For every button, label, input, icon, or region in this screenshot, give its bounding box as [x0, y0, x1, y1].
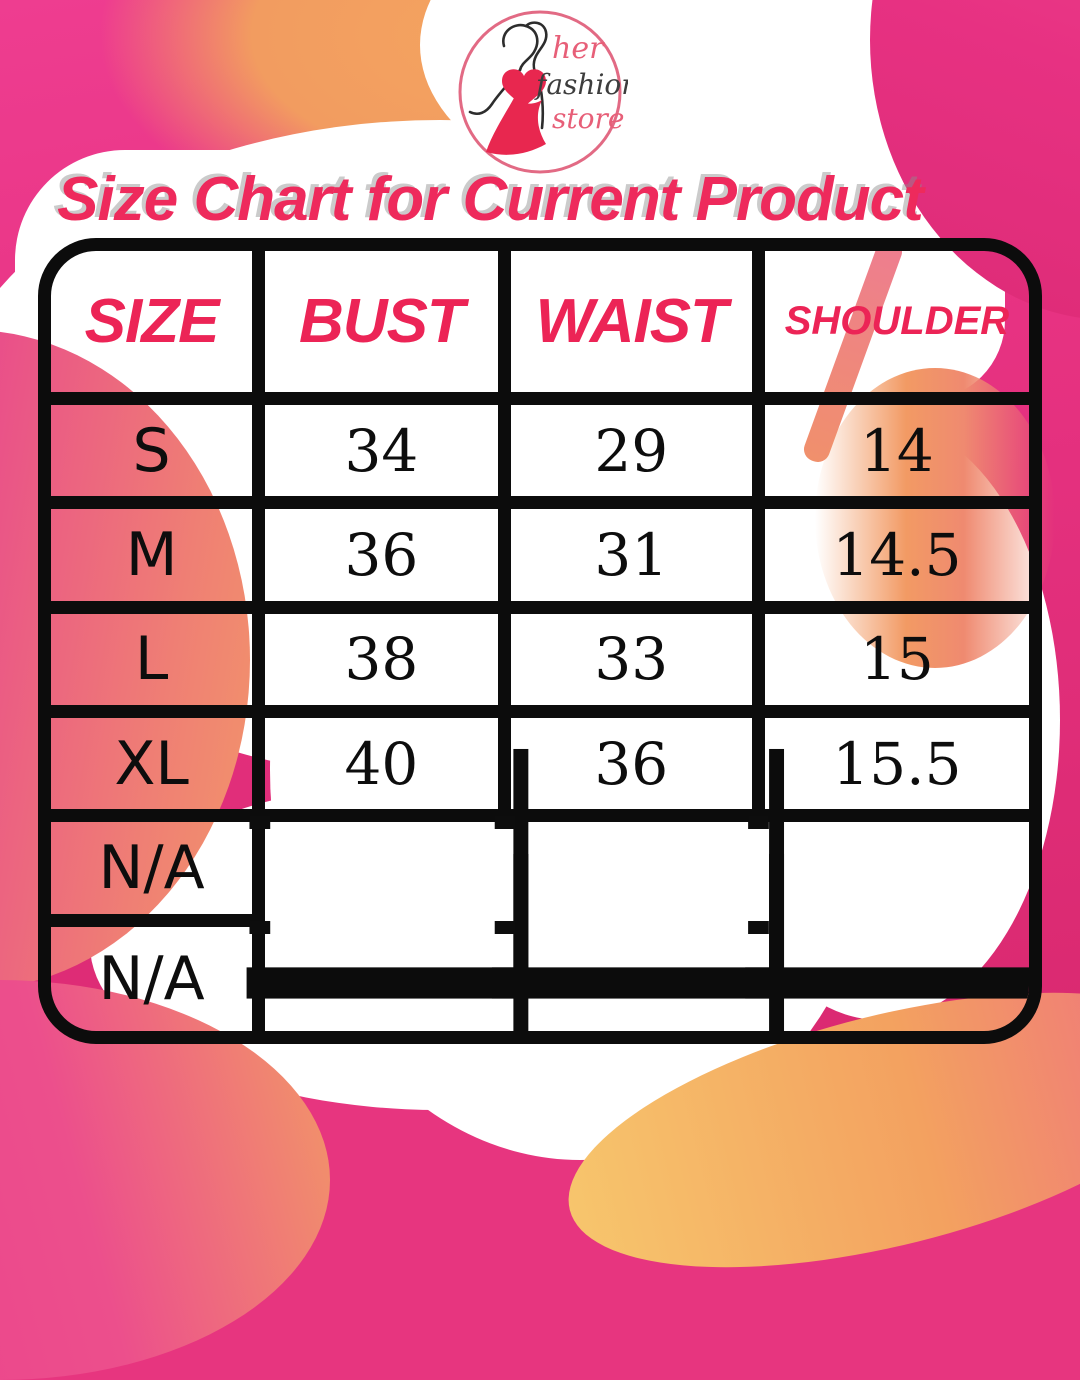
- row-s-bust: 34: [265, 405, 511, 510]
- row-m-waist: 31: [510, 509, 765, 614]
- row-m-size: M: [51, 509, 266, 614]
- column-header-bust: BUST: [265, 251, 511, 405]
- brand-logo-graphic: her fashion store: [458, 10, 639, 174]
- row-na1-size: N/A: [51, 822, 266, 927]
- column-header-waist: WAIST: [510, 251, 765, 405]
- logo-dress: [486, 69, 546, 155]
- column-header-size: SIZE: [51, 251, 266, 405]
- bg-blob-orange-right: [815, 368, 1055, 668]
- logo-wordmark: her fashion store: [534, 31, 639, 135]
- logo-word-her: her: [552, 31, 605, 66]
- brand-logo: her fashion store: [452, 6, 639, 178]
- row-l-size: L: [51, 613, 266, 718]
- row-na2-size: N/A: [51, 926, 266, 1031]
- row-na2-waist: –: [492, 853, 784, 1031]
- row-s-waist: 29: [510, 405, 765, 510]
- row-na2-shoulder: –: [745, 853, 772, 984]
- row-l-shoulder: 15: [764, 614, 1029, 718]
- row-na1-shoulder: –: [745, 749, 1029, 1000]
- row-xl-bust: 40: [265, 718, 511, 823]
- row-na1-waist: –: [491, 749, 784, 1000]
- row-s-shoulder: 14: [764, 405, 1029, 510]
- row-na2-bust: –: [247, 853, 530, 1031]
- row-l-bust: 38: [265, 613, 511, 718]
- size-chart-table: SIZE BUST WAIST SHOULDER S 34 29 14 M 36…: [38, 238, 1042, 1044]
- logo-word-store: store: [552, 102, 624, 135]
- row-m-shoulder: 14.5: [764, 509, 1029, 614]
- logo-word-fashion: fashion: [534, 68, 628, 101]
- column-header-shoulder: SHOULDER: [764, 251, 1029, 405]
- row-xl-shoulder: 15.5: [764, 718, 1029, 823]
- row-s-size: S: [51, 405, 266, 510]
- page-title: Size Chart for Current Product: [57, 165, 924, 234]
- row-xl-waist: 36: [510, 718, 765, 823]
- row-xl-size: XL: [51, 718, 266, 823]
- row-l-waist: 33: [510, 613, 765, 718]
- row-m-bust: 36: [265, 509, 511, 614]
